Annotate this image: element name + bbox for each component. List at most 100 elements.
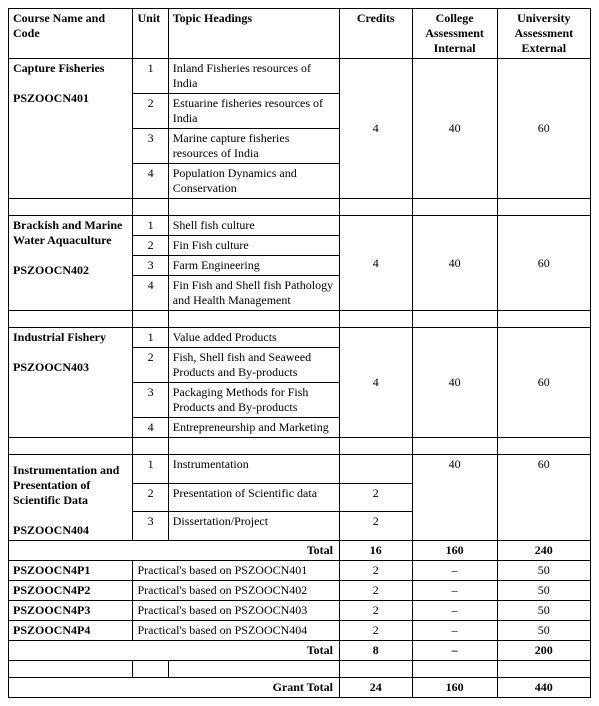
practical1-row: PSZOOCN4P1 Practical's based on PSZOOCN4… <box>9 561 591 581</box>
practical3-row: PSZOOCN4P3 Practical's based on PSZOOCN4… <box>9 601 591 621</box>
course4-t2: Presentation of Scientific data <box>168 483 339 512</box>
practical4-university: 50 <box>497 621 590 641</box>
course1-college: 40 <box>412 59 497 199</box>
course1-university: 60 <box>497 59 590 199</box>
course2-u4: 4 <box>133 276 168 311</box>
course1-u2: 2 <box>133 94 168 129</box>
course2-university: 60 <box>497 216 590 311</box>
practical2-credits: 2 <box>339 581 412 601</box>
practical3-code: PSZOOCN4P3 <box>9 601 133 621</box>
practical1-university: 50 <box>497 561 590 581</box>
practical4-topic: Practical's based on PSZOOCN404 <box>133 621 339 641</box>
practical2-university: 50 <box>497 581 590 601</box>
practical1-college: – <box>412 561 497 581</box>
course4-t1: Instrumentation <box>168 455 339 484</box>
total1-label: Total <box>9 541 340 561</box>
practical3-university: 50 <box>497 601 590 621</box>
course2-u1: 1 <box>133 216 168 236</box>
total2-university: 200 <box>497 641 590 661</box>
course4-title2: Presentation of <box>13 478 90 492</box>
header-college: College Assessment Internal <box>412 9 497 59</box>
grant-college: 160 <box>412 678 497 698</box>
course3-title: Industrial Fishery <box>13 330 106 344</box>
header-unit: Unit <box>133 9 168 59</box>
grant-row: Grant Total 24 160 440 <box>9 678 591 698</box>
course4-name: Instrumentation and Presentation of Scie… <box>9 455 133 541</box>
course4-title3: Scientific Data <box>13 493 88 507</box>
course3-t3: Packaging Methods for Fish Products and … <box>168 383 339 418</box>
practical1-credits: 2 <box>339 561 412 581</box>
course4-code: PSZOOCN404 <box>13 523 89 537</box>
course3-u4: 4 <box>133 418 168 438</box>
course2-t2: Fin Fish culture <box>168 236 339 256</box>
course4-title1: Instrumentation and <box>13 463 119 477</box>
course1-t3: Marine capture fisheries resources of In… <box>168 129 339 164</box>
course2-u2: 2 <box>133 236 168 256</box>
total1-row: Total 16 160 240 <box>9 541 591 561</box>
header-topic: Topic Headings <box>168 9 339 59</box>
header-course: Course Name and Code <box>9 9 133 59</box>
course4-u1: 1 <box>133 455 168 484</box>
course3-code: PSZOOCN403 <box>13 360 89 374</box>
practical2-topic: Practical's based on PSZOOCN402 <box>133 581 339 601</box>
spacer1 <box>9 199 591 216</box>
practical4-college: – <box>412 621 497 641</box>
practical3-topic: Practical's based on PSZOOCN403 <box>133 601 339 621</box>
total2-row: Total 8 – 200 <box>9 641 591 661</box>
course1-row1: Capture Fisheries PSZOOCN401 1 Inland Fi… <box>9 59 591 94</box>
grant-university: 440 <box>497 678 590 698</box>
course1-code: PSZOOCN401 <box>13 91 89 105</box>
course4-credits-blank <box>339 455 412 484</box>
course2-u3: 3 <box>133 256 168 276</box>
course2-name: Brackish and Marine Water Aquaculture PS… <box>9 216 133 311</box>
spacer4 <box>9 661 591 678</box>
course4-u3: 3 <box>133 512 168 541</box>
course4-t3: Dissertation/Project <box>168 512 339 541</box>
practical4-credits: 2 <box>339 621 412 641</box>
course3-name: Industrial Fishery PSZOOCN403 <box>9 328 133 438</box>
practical2-code: PSZOOCN4P2 <box>9 581 133 601</box>
practical4-row: PSZOOCN4P4 Practical's based on PSZOOCN4… <box>9 621 591 641</box>
course2-credits: 4 <box>339 216 412 311</box>
course1-t4: Population Dynamics and Conservation <box>168 164 339 199</box>
course2-t3: Farm Engineering <box>168 256 339 276</box>
total1-college: 160 <box>412 541 497 561</box>
course3-credits: 4 <box>339 328 412 438</box>
course3-college: 40 <box>412 328 497 438</box>
curriculum-table: Course Name and Code Unit Topic Headings… <box>8 8 591 698</box>
course4-u2: 2 <box>133 483 168 512</box>
practical3-college: – <box>412 601 497 621</box>
total2-credits: 8 <box>339 641 412 661</box>
course1-t2: Estuarine fisheries resources of India <box>168 94 339 129</box>
practical1-code: PSZOOCN4P1 <box>9 561 133 581</box>
course1-credits: 4 <box>339 59 412 199</box>
course3-university: 60 <box>497 328 590 438</box>
total1-university: 240 <box>497 541 590 561</box>
practical1-topic: Practical's based on PSZOOCN401 <box>133 561 339 581</box>
course2-code: PSZOOCN402 <box>13 263 89 277</box>
course3-t2: Fish, Shell fish and Seaweed Products an… <box>168 348 339 383</box>
course4-credits2: 2 <box>339 483 412 512</box>
total2-college: – <box>412 641 497 661</box>
course3-row1: Industrial Fishery PSZOOCN403 1 Value ad… <box>9 328 591 348</box>
header-row: Course Name and Code Unit Topic Headings… <box>9 9 591 59</box>
practical2-college: – <box>412 581 497 601</box>
course1-name: Capture Fisheries PSZOOCN401 <box>9 59 133 199</box>
course1-u4: 4 <box>133 164 168 199</box>
course2-title2: Water Aquaculture <box>13 233 112 247</box>
spacer3 <box>9 438 591 455</box>
grant-label: Grant Total <box>9 678 340 698</box>
course4-credits3: 2 <box>339 512 412 541</box>
course3-t4: Entrepreneurship and Marketing <box>168 418 339 438</box>
course2-t4: Fin Fish and Shell fish Pathology and He… <box>168 276 339 311</box>
course3-u2: 2 <box>133 348 168 383</box>
course3-u3: 3 <box>133 383 168 418</box>
grant-credits: 24 <box>339 678 412 698</box>
header-university: University Assessment External <box>497 9 590 59</box>
practical2-row: PSZOOCN4P2 Practical's based on PSZOOCN4… <box>9 581 591 601</box>
course4-row1: Instrumentation and Presentation of Scie… <box>9 455 591 484</box>
course2-t1: Shell fish culture <box>168 216 339 236</box>
practical3-credits: 2 <box>339 601 412 621</box>
total1-credits: 16 <box>339 541 412 561</box>
course1-u1: 1 <box>133 59 168 94</box>
